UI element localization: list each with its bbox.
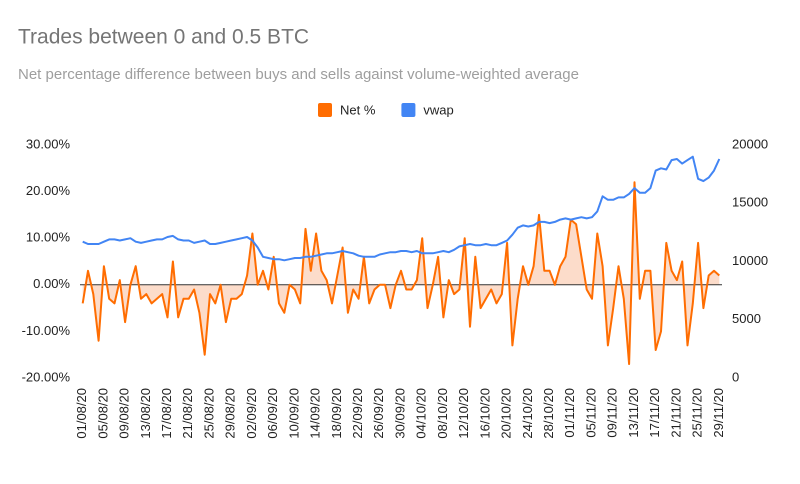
chart-title: Trades between 0 and 0.5 BTC (18, 26, 309, 49)
x-tick-label: 02/09/20 (244, 388, 259, 439)
chart-subtitle: Net percentage difference between buys a… (18, 66, 579, 83)
x-tick-label: 09/08/20 (117, 388, 132, 439)
x-tick-label: 24/10/20 (520, 388, 535, 439)
y2-tick-label: 15000 (732, 195, 768, 210)
y2-tick-label: 10000 (732, 253, 768, 268)
y2-tick-label: 0 (732, 369, 739, 384)
x-tick-label: 05/08/20 (95, 388, 110, 439)
legend-swatch (318, 103, 332, 117)
x-tick-label: 25/11/20 (690, 388, 705, 438)
x-tick-label: 09/11/20 (605, 388, 620, 438)
x-tick-label: 21/11/20 (668, 388, 683, 438)
x-tick-label: 21/08/20 (180, 388, 195, 439)
x-tick-label: 01/11/20 (562, 388, 577, 438)
x-tick-label: 14/09/20 (308, 388, 323, 439)
x-tick-label: 20/10/20 (499, 388, 514, 439)
line (81, 181, 720, 365)
legend-label: vwap (423, 102, 453, 117)
x-tick-label: 17/11/20 (647, 388, 662, 438)
x-tick-label: 10/09/20 (286, 388, 301, 439)
x-tick-label: 22/09/20 (350, 388, 365, 439)
y-tick-label: 20.00% (26, 183, 71, 198)
x-tick-label: 17/08/20 (159, 388, 174, 439)
x-tick-label: 06/09/20 (265, 388, 280, 439)
x-tick-label: 13/08/20 (138, 388, 153, 439)
legend-label: Net % (340, 102, 376, 117)
x-tick-label: 13/11/20 (626, 388, 641, 438)
x-tick-label: 12/10/20 (456, 388, 471, 439)
y-tick-label: -20.00% (22, 369, 71, 384)
x-tick-label: 05/11/20 (583, 388, 598, 438)
y2-tick-label: 5000 (732, 311, 761, 326)
x-tick-label: 18/09/20 (329, 388, 344, 439)
y-tick-label: -10.00% (22, 323, 71, 338)
y-tick-label: 30.00% (26, 136, 71, 151)
x-tick-label: 25/08/20 (201, 388, 216, 439)
x-tick-label: 29/08/20 (223, 388, 238, 439)
y-tick-label: 10.00% (26, 230, 71, 245)
x-tick-label: 08/10/20 (435, 388, 450, 439)
legend-swatch (401, 103, 416, 117)
x-tick-label: 26/09/20 (371, 388, 386, 439)
x-tick-label: 29/11/20 (711, 388, 726, 438)
y2-tick-label: 20000 (732, 136, 768, 151)
line (82, 155, 721, 262)
x-tick-label: 30/09/20 (392, 388, 407, 439)
x-tick-label: 28/10/20 (541, 388, 556, 439)
y-tick-label: 0.00% (33, 276, 70, 291)
x-tick-label: 04/10/20 (414, 388, 429, 439)
x-tick-label: 16/10/20 (477, 388, 492, 439)
x-tick-label: 01/08/20 (74, 388, 89, 439)
